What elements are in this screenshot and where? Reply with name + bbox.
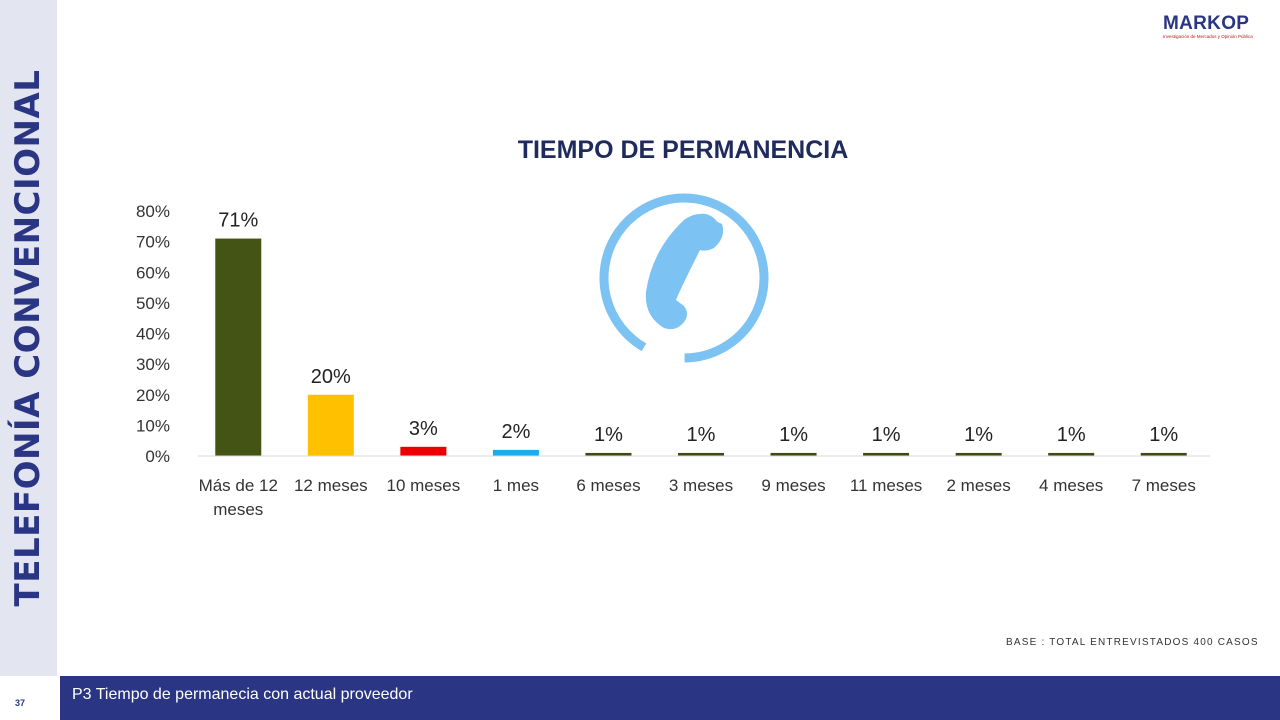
bar <box>400 446 447 456</box>
x-tick-label: 10 meses <box>387 476 461 495</box>
footer-text: P3 Tiempo de permanecia con actual prove… <box>72 686 413 703</box>
phone-icon <box>599 193 769 363</box>
data-label: 1% <box>594 424 623 446</box>
x-tick-label: 12 meses <box>294 476 368 495</box>
page-number: 37 <box>14 698 25 708</box>
y-tick-label: 30% <box>136 355 170 374</box>
data-label: 1% <box>779 424 808 446</box>
bar <box>955 452 1002 456</box>
x-tick-label: 3 meses <box>669 476 733 495</box>
bar <box>215 238 262 456</box>
x-tick-label: 4 meses <box>1039 476 1103 495</box>
data-label: 1% <box>1057 424 1086 446</box>
data-label: 1% <box>1149 424 1178 446</box>
bar <box>1048 452 1095 456</box>
data-label: 1% <box>872 424 901 446</box>
bar <box>678 452 724 456</box>
y-tick-label: 10% <box>136 416 170 435</box>
x-tick-label: 1 mes <box>493 476 539 495</box>
data-label: 3% <box>409 418 438 440</box>
x-tick-label: 7 meses <box>1132 476 1196 495</box>
x-tick-label: 11 meses <box>850 476 922 495</box>
bar <box>307 394 354 456</box>
bar <box>492 449 539 456</box>
chart-title: TIEMPO DE PERMANENCIA <box>518 136 849 164</box>
side-bar <box>0 0 57 676</box>
y-tick-label: 80% <box>136 202 170 221</box>
bar <box>770 452 817 456</box>
base-note: BASE : TOTAL ENTREVISTADOS 400 CASOS <box>1006 637 1259 648</box>
x-tick-label: 9 meses <box>761 476 825 495</box>
data-label: 1% <box>687 424 716 446</box>
x-tick-label: 2 meses <box>947 476 1011 495</box>
data-label: 1% <box>964 424 993 446</box>
bar <box>1140 452 1187 456</box>
data-label: 20% <box>311 366 351 388</box>
bar-chart: TIEMPO DE PERMANENCIA 0% 10% 20% 30% 40% 50% 6… <box>136 136 1210 519</box>
y-tick-label: 50% <box>136 294 170 313</box>
y-tick-label: 40% <box>136 325 170 344</box>
x-tick-label: Más de 12 meses <box>199 476 278 519</box>
y-tick-label: 20% <box>136 386 170 405</box>
y-tick-label: 60% <box>136 263 170 282</box>
bar <box>863 452 910 456</box>
logo-tagline: Investigación de Mercados y Opinión Públ… <box>1163 34 1253 39</box>
data-label: 2% <box>501 421 530 443</box>
footer-bar <box>60 676 1280 720</box>
page-number-area <box>0 676 57 720</box>
y-tick-label: 70% <box>136 233 170 252</box>
bar <box>585 452 632 456</box>
logo: MARKOP <box>1163 13 1250 34</box>
data-label: 71% <box>218 210 258 232</box>
x-tick-label: 6 meses <box>576 476 640 495</box>
y-tick-label: 0% <box>145 447 170 466</box>
